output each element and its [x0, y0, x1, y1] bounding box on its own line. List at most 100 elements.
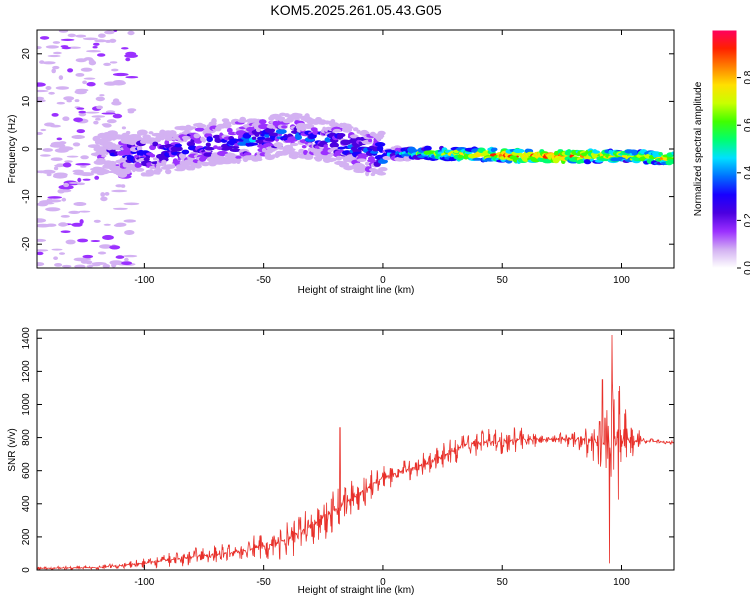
heatmap-cell: [37, 249, 49, 252]
heatmap-cell: [45, 207, 61, 212]
heatmap-cell: [42, 61, 56, 65]
heatmap-cell: [137, 129, 148, 136]
heatmap-cell: [123, 254, 138, 258]
heatmap-cell: [149, 153, 156, 158]
heatmap-cell: [152, 141, 159, 147]
heatmap-cell: [48, 91, 55, 95]
spectrogram-y-axis: -20 -10 0 10 20: [21, 48, 674, 251]
heatmap-cell: [295, 134, 302, 140]
heatmap-cell: [60, 45, 69, 48]
x-tick-label: 50: [497, 275, 509, 286]
heatmap-cell: [60, 38, 75, 42]
colorbar-tick-label: 0.2: [743, 213, 750, 227]
heatmap-cell: [91, 262, 107, 265]
heatmap-cell: [54, 148, 69, 153]
heatmap-cell: [37, 46, 42, 50]
heatmap-cell: [62, 162, 72, 168]
heatmap-cell: [111, 68, 119, 72]
heatmap-cell: [225, 121, 232, 126]
x-tick-label: -50: [256, 275, 271, 286]
heatmap-cell: [75, 163, 91, 166]
heatmap-cell: [120, 184, 126, 188]
heatmap-cell: [101, 112, 116, 115]
heatmap-cell: [49, 124, 62, 128]
heatmap-cell: [96, 158, 106, 163]
heatmap-cell: [134, 162, 142, 168]
heatmap-cell: [75, 34, 87, 38]
heatmap-cell: [97, 53, 106, 57]
colorbar-axis: 0.0 0.2 0.4 0.6 0.8: [711, 29, 750, 275]
heatmap-cell: [156, 168, 163, 173]
heatmap-cell: [58, 75, 64, 80]
heatmap-cell: [102, 123, 112, 128]
heatmap-cell: [163, 164, 176, 170]
heatmap-cell: [204, 146, 215, 151]
heatmap-cell: [37, 82, 46, 87]
heatmap-cell: [72, 169, 84, 173]
heatmap-cell: [47, 54, 61, 58]
heatmap-cell: [235, 155, 242, 159]
heatmap-cell: [100, 192, 106, 197]
colorbar-tick-label: 0.6: [743, 118, 750, 132]
heatmap-cell: [37, 132, 43, 135]
heatmap-cell: [103, 223, 112, 226]
heatmap-cell: [290, 142, 299, 147]
heatmap-cell: [76, 129, 86, 134]
heatmap-cell: [56, 163, 65, 167]
heatmap-cell: [153, 157, 158, 161]
colorbar-label: Normalized spectral amplitude: [693, 81, 704, 216]
heatmap-cell: [53, 51, 62, 55]
y-tick-label: 200: [21, 528, 32, 545]
heatmap-cell: [86, 50, 101, 53]
heatmap-cell: [40, 128, 47, 132]
heatmap-cell: [37, 251, 44, 256]
heatmap-cell: [251, 136, 257, 140]
heatmap-cell: [198, 124, 207, 128]
heatmap-cell: [37, 262, 45, 267]
heatmap-cell: [91, 115, 106, 118]
y-tick-label: 10: [21, 95, 32, 107]
heatmap-cell: [280, 116, 286, 121]
heatmap-cell: [54, 263, 63, 267]
heatmap-cell: [51, 113, 59, 117]
heatmap-cell: [374, 142, 386, 147]
heatmap-cell: [51, 248, 63, 251]
heatmap-cell: [74, 89, 87, 95]
heatmap-cell: [257, 136, 266, 141]
heatmap-cell: [80, 155, 89, 160]
heatmap-cell: [380, 131, 386, 135]
heatmap-cell: [148, 169, 154, 175]
heatmap-cell: [425, 145, 432, 151]
heatmap-cell: [125, 76, 139, 79]
heatmap-cell: [136, 145, 143, 152]
heatmap-cell: [67, 68, 74, 73]
heatmap-cell: [348, 138, 358, 144]
heatmap-cell: [62, 116, 70, 121]
snr-panel: -100 -50 0 50 100 0200400600800100012001400 …: [7, 327, 675, 596]
heatmap-cell: [58, 30, 69, 33]
heatmap-cell: [74, 99, 80, 103]
heatmap-cell: [74, 264, 86, 268]
heatmap-cell: [113, 223, 124, 227]
heatmap-cell: [39, 36, 50, 40]
heatmap-cell: [46, 198, 53, 203]
heatmap-cell: [99, 244, 112, 249]
heatmap-cell: [111, 80, 126, 86]
snr-frame: [36, 329, 675, 571]
heatmap-cell: [376, 134, 384, 140]
y-tick-label: 600: [21, 462, 32, 479]
heatmap-cell: [275, 128, 287, 135]
heatmap-cell: [93, 42, 100, 46]
heatmap-cell: [211, 118, 217, 124]
heatmap-cell: [95, 96, 106, 102]
heatmap-cell: [170, 146, 183, 152]
heatmap-cell: [168, 130, 177, 136]
x-tick-label: 50: [497, 577, 509, 588]
heatmap-cell: [340, 139, 352, 146]
heatmap-cell: [352, 127, 359, 132]
heatmap-cell: [108, 160, 117, 166]
heatmap-cell: [104, 192, 110, 196]
heatmap-cell: [229, 148, 242, 152]
heatmap-cell: [517, 149, 524, 153]
